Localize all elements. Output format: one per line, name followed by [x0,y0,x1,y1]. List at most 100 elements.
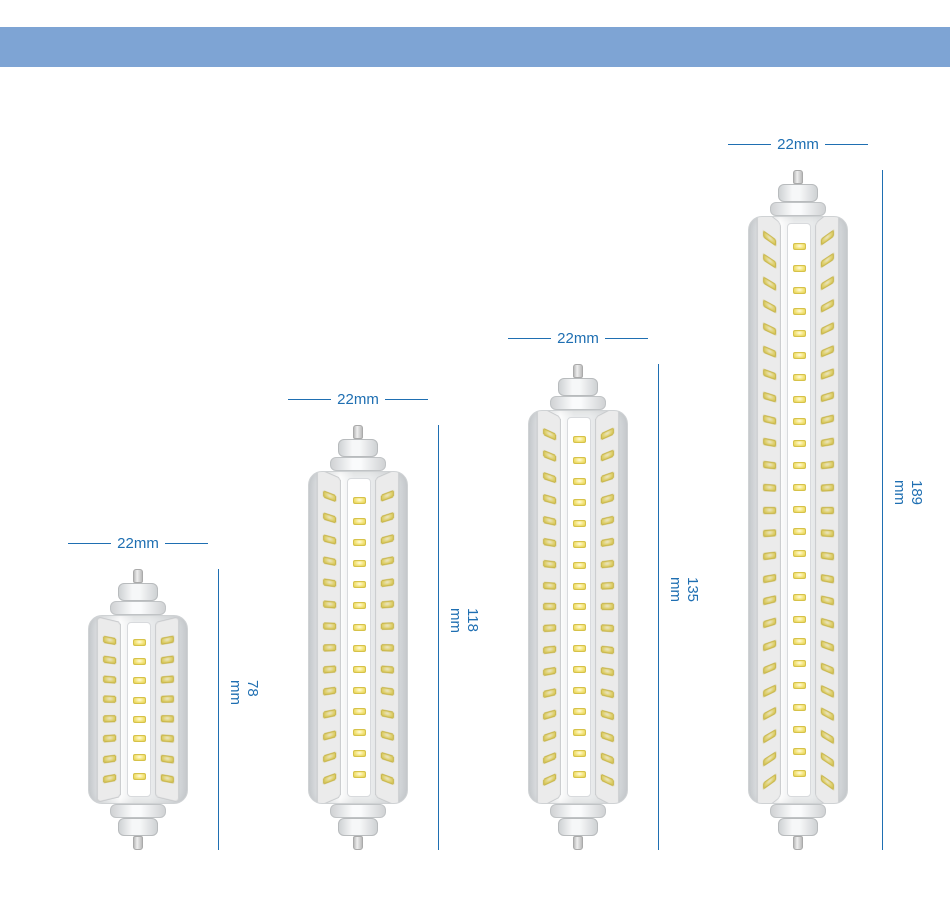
led-chip [600,773,613,786]
led-chip [763,275,776,290]
led-chip [793,770,806,777]
width-dash-right [385,399,428,400]
led-strip-right [155,616,179,802]
led-chip [820,345,833,358]
bulb-cap-bottom [778,818,818,836]
led-strip-left [317,471,341,804]
bulb-135-width-label: 22mm [508,330,648,347]
led-chip [763,774,776,791]
led-chip [763,460,776,469]
led-chip [103,656,116,665]
led-chip [353,729,366,736]
led-chip [353,560,366,567]
led-chip [600,646,613,655]
bulb-189-width-label: 22mm [728,136,868,153]
bulb-78-width-text: 22mm [111,535,165,552]
led-chip [353,687,366,694]
led-chip [763,368,776,380]
led-chip [820,751,833,767]
led-chip [793,352,806,359]
led-chip [820,368,833,380]
led-chip [543,471,556,483]
led-chip [820,528,833,536]
led-chip [793,462,806,469]
led-chip [793,506,806,513]
led-chip [820,252,833,268]
led-chip [543,646,556,655]
led-chip [133,735,146,742]
led-chip [600,493,613,504]
led-chip [820,595,833,605]
width-dash-left [508,338,551,339]
led-chip [380,751,393,762]
bulb-cap-top [778,184,818,202]
led-chip [353,581,366,588]
led-chip [353,645,366,652]
led-chip [820,437,833,447]
width-dash-left [68,543,111,544]
led-chip [353,666,366,673]
led-chip [793,638,806,645]
led-chip [160,716,173,724]
led-chip [103,696,116,704]
led-chip [353,750,366,757]
led-chip [323,773,336,785]
bulb-body [748,216,848,804]
led-chip [820,275,833,290]
bulb-body [88,615,188,804]
led-chip [820,707,833,721]
led-chip [763,528,776,536]
led-chip [380,687,393,696]
led-chip [323,687,336,696]
led-chip [353,602,366,609]
led-chip [763,684,776,697]
led-chip [323,623,336,631]
led-chip [573,603,586,610]
led-chip [793,396,806,403]
led-chip [820,684,833,697]
led-chip [763,229,776,246]
bulb-135-width-text: 22mm [551,330,605,347]
bulb-neck-bottom [550,804,606,818]
bulb-pin-top [793,170,803,184]
led-chip [380,512,393,523]
led-chip [793,550,806,557]
led-chip [543,731,556,743]
led-chip [820,573,833,583]
led-strip-right [375,471,399,804]
led-chip [133,658,146,665]
led-chip [160,676,173,684]
led-chip [763,414,776,424]
led-chip [763,506,776,513]
led-strip-mid [567,417,591,797]
led-chip [573,520,586,527]
led-chip [793,748,806,755]
bulb-78 [88,569,188,850]
led-chip [543,559,556,568]
width-dash-left [288,399,331,400]
led-chip [763,729,776,744]
led-chip [793,440,806,447]
led-chip [323,730,336,741]
led-chip [820,506,833,513]
led-chip [600,471,613,483]
led-chip [793,308,806,315]
led-chip [820,662,833,675]
bulb-neck-bottom [330,804,386,818]
bulb-body [308,471,408,804]
led-chip [543,667,556,676]
led-chip [763,751,776,767]
bulb-cap-top [118,583,158,601]
led-chip [103,774,116,784]
led-chip [543,688,556,698]
led-chip [160,656,173,665]
bulb-neck-top [550,396,606,410]
led-chip [353,539,366,546]
led-chip [820,391,833,402]
led-chip [543,581,556,589]
led-strip-mid [347,478,371,797]
led-chip [160,754,173,763]
led-chip [820,414,833,424]
led-chip [600,427,613,440]
led-chip [353,624,366,631]
